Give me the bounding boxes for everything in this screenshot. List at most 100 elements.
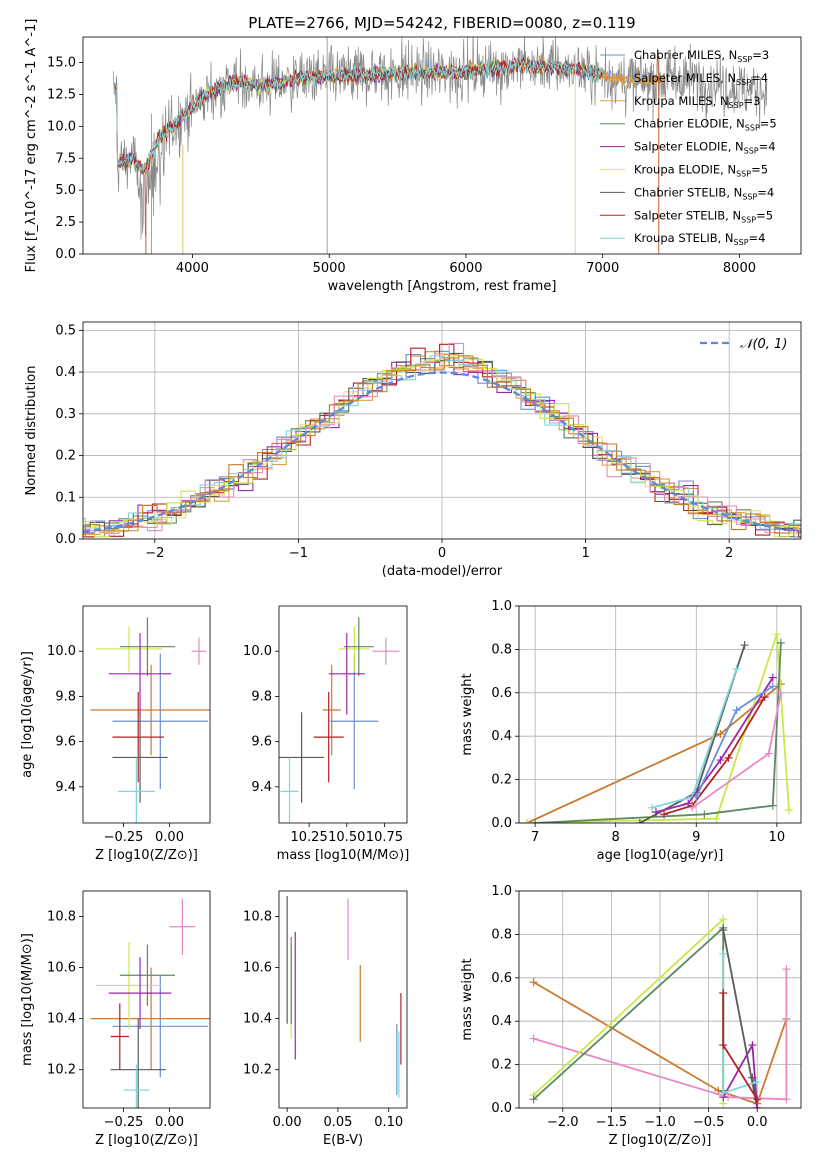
y-tick-label: 10.0 <box>243 644 272 659</box>
plus-marker <box>764 749 773 758</box>
x-tick-label: −1.5 <box>596 1115 628 1130</box>
y-axis-label: Flux [f_λ10^-17 erg cm^-2 s^-1 A^-1] <box>24 19 39 273</box>
errorbar <box>343 617 374 677</box>
plus-marker <box>692 792 701 801</box>
x-axis-label: E(B-V) <box>323 1133 363 1148</box>
y-tick-label: 9.8 <box>55 689 76 704</box>
legend: Chabrier MILES, NSSP=3 Salpeter MILES, NS… <box>600 48 777 247</box>
x-tick-label: 10.50 <box>328 830 365 845</box>
errorbars <box>90 617 210 823</box>
massweight-vs-age-panel: 7 8 9 10 0.0 0.2 0.4 0.6 0.8 1.0 age [log10(age/yr… <box>460 599 802 863</box>
plus-marker <box>719 949 728 958</box>
x-tick-label: 0 <box>438 546 446 561</box>
errorbar <box>169 898 196 955</box>
y-tick-label: 0.8 <box>491 927 512 942</box>
y-axis-label: mass weight <box>460 673 475 755</box>
legend-label: Kroupa STELIB, NSSP=4 <box>634 231 765 247</box>
errorbar <box>112 653 209 790</box>
x-tick-label: 8 <box>612 830 620 845</box>
errorbar <box>279 712 325 803</box>
spectrum-lines <box>112 37 768 254</box>
errorbar <box>110 1003 130 1070</box>
plus-marker <box>732 664 741 673</box>
plus-marker <box>768 673 777 682</box>
y-axis-label: mass weight <box>460 958 475 1040</box>
errorbar <box>119 944 176 1006</box>
age-vs-mass-panel: 10.25 10.50 10.75 9.4 9.6 9.8 10.0 mass [log10(… <box>243 605 410 863</box>
model-spectrum-line <box>115 58 603 175</box>
y-axis-label: age [log10(age/yr)] <box>20 651 35 778</box>
x-tick-label: 0.00 <box>155 830 184 845</box>
x-tick-label: −0.5 <box>693 1115 725 1130</box>
x-tick-label: 8000 <box>723 261 756 276</box>
y-tick-label: 10.4 <box>47 1012 76 1027</box>
age-vs-Z-panel: −0.25 0.00 9.4 9.6 9.8 10.0 Z [log10(Z/Z⊙)] age… <box>20 605 211 863</box>
plus-marker <box>529 978 538 987</box>
x-tick-label: 1 <box>581 546 589 561</box>
x-axis-label: wavelength [Angstrom, rest frame] <box>328 279 557 294</box>
plus-marker <box>724 753 733 762</box>
y-tick-label: 10.6 <box>47 961 76 976</box>
plus-marker <box>772 630 781 639</box>
axes-frame <box>518 890 802 1109</box>
legend: 𝒩(0, 1) <box>700 337 787 352</box>
plus-marker <box>651 808 660 817</box>
grid <box>519 605 801 824</box>
x-tick-label: −1.0 <box>644 1115 676 1130</box>
y-tick-label: 1.0 <box>491 884 512 899</box>
plus-marker <box>784 805 793 814</box>
errorbars <box>90 898 210 1108</box>
axes-frame <box>82 36 802 255</box>
errorbars <box>286 896 402 1098</box>
y-tick-label: 5.0 <box>55 183 76 198</box>
plus-marker <box>782 1095 791 1104</box>
plus-marker <box>529 1095 538 1104</box>
plus-marker <box>531 819 540 823</box>
y-tick-label: 9.6 <box>251 735 272 750</box>
y-tick-label: 15.0 <box>47 56 76 71</box>
plus-marker <box>523 819 532 823</box>
axes-frame <box>82 890 211 1109</box>
x-axis-label: Z [log10(Z/Z⊙)] <box>95 1133 198 1148</box>
y-tick-label: 0.1 <box>55 490 76 505</box>
y-tick-label: 0.0 <box>491 816 512 831</box>
y-tick-label: 0.6 <box>491 971 512 986</box>
plus-marker <box>719 988 728 997</box>
axes-frame <box>278 605 408 824</box>
x-tick-label: 7 <box>531 830 539 845</box>
plus-marker <box>529 1034 538 1043</box>
plus-marker <box>719 926 728 935</box>
x-tick-label: −2 <box>145 546 164 561</box>
plus-marker <box>768 682 777 691</box>
x-axis-label: age [log10(age/yr)] <box>597 848 724 863</box>
x-tick-label: −2.0 <box>547 1115 579 1130</box>
errorbar <box>339 626 370 672</box>
errorbar <box>330 653 379 790</box>
legend-label: Chabrier STELIB, NSSP=4 <box>634 185 774 201</box>
massweight-vs-Z-panel: −2.0 −1.5 −1.0 −0.5 0.0 0.0 0.2 0.4 0.6 0.8 1.0 Z [… <box>460 884 802 1148</box>
x-axis-label: mass [log10(M/M⊙)] <box>277 848 410 863</box>
y-tick-label: 10.4 <box>243 1012 272 1027</box>
axes-frame <box>82 321 802 540</box>
x-tick-label: 2 <box>725 546 733 561</box>
x-tick-label: 7000 <box>586 261 619 276</box>
errorbar <box>90 967 210 1070</box>
errorbar <box>112 975 209 1078</box>
chart-title: PLATE=2766, MJD=54242, FIBERID=0080, z=0… <box>248 14 635 32</box>
y-tick-label: 10.2 <box>47 1063 76 1078</box>
legend-label: Chabrier MILES, NSSP=3 <box>634 48 769 64</box>
y-tick-label: 12.5 <box>47 87 76 102</box>
histogram-step <box>83 354 801 538</box>
y-tick-label: 10.8 <box>47 910 76 925</box>
plus-marker <box>776 688 785 697</box>
spectrum-panel: 4000 5000 6000 7000 8000 0.0 2.5 5.0 7.5 10.0 12.5… <box>24 14 802 294</box>
histograms <box>83 342 801 538</box>
plus-marker <box>647 803 656 812</box>
x-tick-label: 0.00 <box>155 1115 184 1130</box>
x-tick-label: 10 <box>769 830 786 845</box>
x-axis-label: Z [log10(Z/Z⊙)] <box>609 1133 712 1148</box>
errorbar <box>123 1064 150 1108</box>
errorbar <box>117 757 155 823</box>
line-path <box>532 925 725 1100</box>
series-line <box>523 680 785 823</box>
